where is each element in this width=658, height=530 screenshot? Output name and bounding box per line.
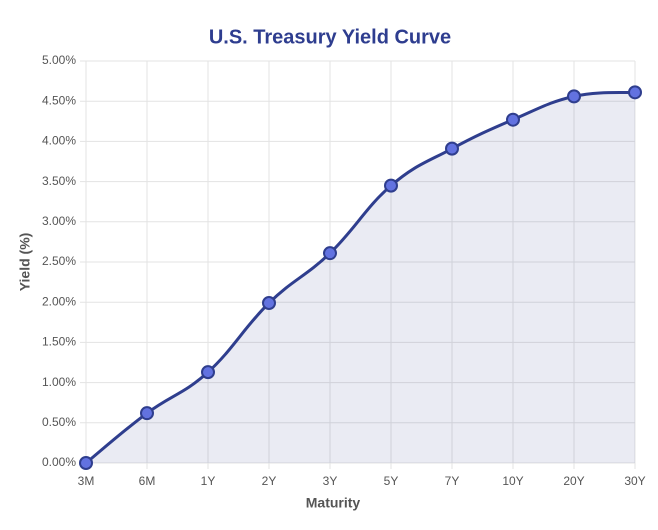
y-tick-label: 1.50%	[42, 335, 76, 349]
area	[86, 92, 635, 463]
y-tick-label: 4.00%	[42, 134, 76, 148]
y-axis-title: Yield (%)	[17, 233, 33, 292]
point	[79, 456, 93, 470]
y-tick-label: 0.00%	[42, 455, 76, 469]
x-tick-label: 10Y	[502, 474, 523, 488]
point	[201, 365, 215, 380]
x-tick-label: 6M	[139, 474, 156, 488]
point	[262, 296, 276, 311]
y-tick-label: 4.50%	[42, 93, 76, 107]
y-tick-label: 2.00%	[42, 294, 76, 308]
x-axis-title: Maturity	[306, 495, 361, 511]
point	[506, 112, 520, 127]
x-tick-label: 3Y	[323, 474, 338, 488]
x-tick-label: 2Y	[262, 474, 277, 488]
x-tick-label: 5Y	[384, 474, 399, 488]
chart-title: U.S. Treasury Yield Curve	[209, 26, 451, 48]
point	[140, 406, 154, 421]
x-tick-label: 3M	[78, 474, 95, 488]
point	[628, 85, 642, 100]
x-tick-label: 20Y	[563, 474, 584, 488]
y-tick-label: 1.00%	[42, 375, 76, 389]
point	[384, 178, 398, 193]
point	[445, 141, 459, 156]
point	[323, 246, 337, 261]
y-tick-label: 5.00%	[42, 53, 76, 67]
y-tick-label: 3.50%	[42, 174, 76, 188]
x-tick-label: 7Y	[445, 474, 460, 488]
y-tick-label: 2.50%	[42, 254, 76, 268]
x-tick-label: 30Y	[624, 474, 645, 488]
line	[85, 90, 636, 465]
point	[567, 89, 581, 104]
y-tick-label: 3.00%	[42, 214, 76, 228]
x-tick-label: 1Y	[201, 474, 216, 488]
y-tick-label: 0.50%	[42, 415, 76, 429]
